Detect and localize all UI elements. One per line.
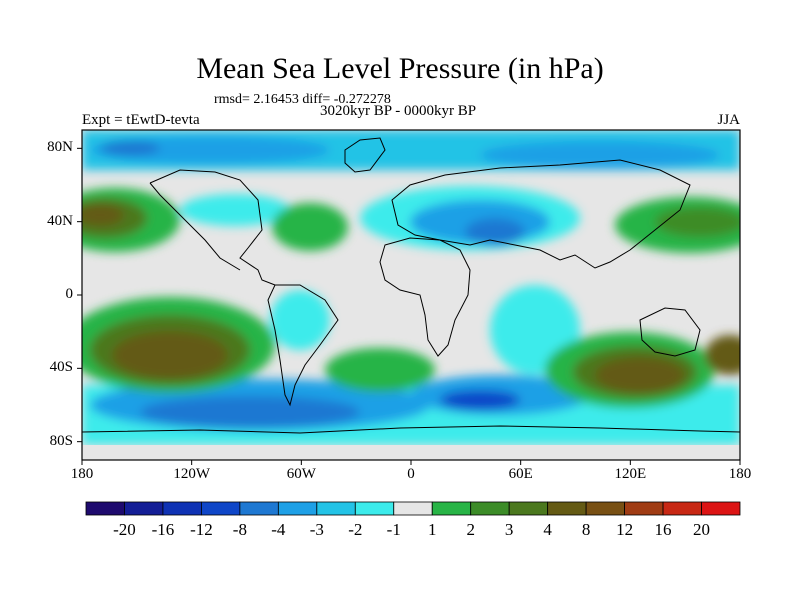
coast-south-america	[267, 284, 339, 407]
lat-tick-label: 0	[65, 286, 74, 302]
coast-eurasia	[391, 159, 691, 269]
experiment-label: Expt = tEwtD-tevta	[82, 112, 200, 128]
lon-tick-label: 60W	[286, 466, 316, 482]
colorbar-label: -2	[348, 520, 363, 539]
colorbar-label: -20	[113, 520, 136, 539]
coastlines	[82, 137, 740, 434]
colorbar-label: 4	[543, 520, 552, 539]
contour-southern-core	[140, 396, 360, 428]
contour-npac-core	[82, 204, 124, 226]
colorbar-label: -3	[309, 520, 324, 539]
coast-north-america-west	[149, 182, 241, 271]
chart-title: Mean Sea Level Pressure (in hPa)	[196, 52, 604, 85]
colorbar-label: 20	[693, 520, 711, 539]
lon-tick-label: 180	[70, 466, 94, 482]
coast-greenland	[344, 137, 386, 173]
coast-antarctica	[82, 425, 740, 434]
stats-text: rmsd= 2.16453 diff= -0.272278	[214, 92, 391, 107]
lon-tick-label: 120W	[173, 466, 210, 482]
contour-spac-core	[112, 331, 228, 379]
colorbar-label: -8	[232, 520, 247, 539]
contour-natl	[272, 203, 348, 251]
coast-north-america	[149, 169, 276, 286]
lon-tick-label: 0	[407, 466, 415, 482]
coast-australia	[639, 307, 701, 357]
colorbar-label: 1	[427, 520, 437, 539]
colorbar-label: -1	[386, 520, 401, 539]
pressure-field	[82, 130, 740, 445]
contour-nwpac-core	[655, 207, 740, 237]
contour-sind-core	[595, 357, 685, 393]
contour-eurasia-core	[465, 218, 525, 246]
lat-tick-label: 80N	[47, 139, 73, 156]
season-label: JJA	[717, 112, 740, 128]
contour-arctic-core	[100, 140, 160, 156]
contour-southern-deep	[440, 390, 520, 410]
axis-ticks	[77, 147, 741, 465]
lon-tick-label: 60E	[508, 466, 533, 482]
lat-tick-label: 80S	[49, 432, 73, 449]
antarctic-interior	[82, 445, 740, 460]
contour-sind-east	[705, 335, 740, 375]
lon-tick-label: 180	[728, 466, 752, 482]
contour-south-america	[270, 290, 330, 350]
lon-tick-label: 120E	[614, 466, 647, 482]
colorbar-label: 8	[581, 520, 591, 539]
contour-arctic-inner-east	[480, 141, 720, 169]
colorbar-label: 3	[504, 520, 514, 539]
colorbar-label: 16	[654, 520, 672, 539]
lat-tick-label: 40N	[47, 212, 73, 229]
colorbar-label: 12	[616, 520, 634, 539]
colorbar-label: -16	[151, 520, 175, 539]
contour-north-america	[180, 194, 290, 226]
colorbar-label: -4	[271, 520, 286, 539]
contour-satl	[325, 348, 435, 392]
coast-africa	[379, 237, 471, 357]
period-label: 3020kyr BP - 0000kyr BP	[320, 103, 477, 119]
colorbar-label: -12	[190, 520, 213, 539]
colorbar-label: 2	[466, 520, 475, 539]
lat-tick-label: 40S	[49, 359, 73, 376]
